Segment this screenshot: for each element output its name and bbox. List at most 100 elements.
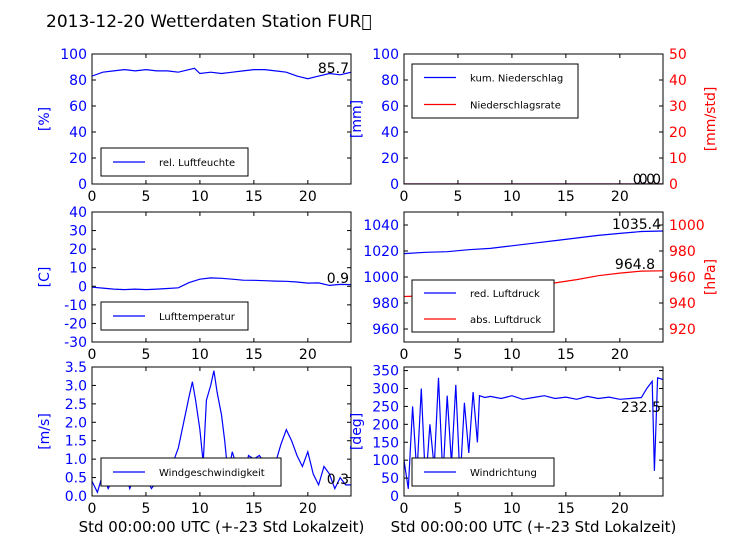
- last-value-annotation-2: 0.0: [633, 172, 655, 188]
- chart-winddir: 0 5 10 15 20050100150200250300350[deg]Windri…: [349, 364, 664, 517]
- x-tick-label: 5: [141, 189, 150, 205]
- y-tick-label: 20: [69, 242, 87, 258]
- y-axis-label: [deg]: [349, 413, 365, 450]
- y-tick-label: 50: [381, 471, 399, 487]
- series-line-windrichtung: [404, 376, 663, 489]
- legend-label: kum. Niederschlag: [470, 74, 563, 85]
- x-tick-label: 15: [557, 501, 575, 517]
- x-tick-label: 5: [453, 347, 462, 363]
- legend-label: Lufttemperatur: [159, 312, 236, 323]
- figure-title: 2013-12-20 Wetterdaten Station FUR : [46, 12, 372, 32]
- x-tick-label: 0: [88, 501, 97, 517]
- y-tick-label: 1.5: [65, 434, 87, 450]
- series-line-red-luftdruck: [404, 230, 663, 255]
- y2-tick-label: 940: [669, 296, 696, 312]
- x-tick-label: 20: [611, 501, 629, 517]
- y-tick-label: 20: [381, 151, 399, 167]
- legend-box: [411, 279, 555, 333]
- series-line-rel-luftfeuchte: [92, 67, 351, 80]
- y-tick-label: 3.5: [65, 360, 87, 376]
- axes-frame: [91, 211, 352, 343]
- x-tick-label: 10: [503, 501, 521, 517]
- x-tick-label: 5: [453, 501, 462, 517]
- y-tick-label: 250: [372, 399, 399, 415]
- axes-frame: [91, 366, 352, 497]
- y-tick-label: 80: [381, 73, 399, 89]
- y-tick-label: 40: [69, 125, 87, 141]
- y-tick-label: 960: [372, 322, 399, 338]
- chart-precip: 0 5 10 15 20 0 20 40 60 80 100 0 10 20 30 40 50 [mm] [mm/s…: [349, 47, 719, 205]
- x-tick-label: 20: [299, 347, 317, 363]
- y-tick-label: 40: [381, 125, 399, 141]
- y-tick-label: 80: [69, 73, 87, 89]
- x-tick-label: 0: [88, 189, 97, 205]
- legend-label: red. Luftdruck: [470, 289, 540, 300]
- x-tick-label: 15: [557, 347, 575, 363]
- y-tick-label: -20: [64, 316, 87, 332]
- last-value-annotation: 0.0: [639, 172, 661, 188]
- x-tick-label: 10: [503, 347, 521, 363]
- y-tick-label: 0: [78, 177, 87, 193]
- y-axis-label: [mm]: [349, 100, 365, 138]
- x-tick-label: 15: [245, 501, 263, 517]
- y2-tick-label: 920: [669, 322, 696, 338]
- last-value-annotation: 232.5: [621, 400, 661, 416]
- chart-windspeed: 0 5 10 15 20 0.0 0.5 1.0 1.5 2.0 2.5 3.0 3.5 [m/s] Win…: [37, 360, 352, 517]
- y-tick-label: 30: [69, 224, 87, 240]
- y2-axis-label: [mm/std]: [703, 87, 719, 152]
- y2-tick-label: 40: [669, 73, 687, 89]
- y-tick-label: 350: [372, 364, 399, 380]
- x-tick-label: 20: [299, 501, 317, 517]
- x-tick-label: 5: [453, 189, 462, 205]
- legend-label: Niederschlagsrate: [470, 101, 561, 112]
- legend-label: Windgeschwindigkeit: [159, 468, 265, 479]
- y-tick-label: 150: [372, 435, 399, 451]
- x-tick-label: 0: [400, 347, 409, 363]
- legend-label: abs. Luftdruck: [470, 315, 541, 326]
- y-tick-label: 0: [78, 279, 87, 295]
- axes-frame: [403, 366, 664, 497]
- y-tick-label: 300: [372, 382, 399, 398]
- y-tick-label: -10: [64, 298, 87, 314]
- y2-tick-label: 10: [669, 151, 687, 167]
- x-axis-label-left: Std 00:00:00 UTC (+-23 Std Lokalzeit): [79, 518, 365, 536]
- y-tick-label: 1000: [363, 270, 399, 286]
- y-tick-label: 60: [381, 99, 399, 115]
- y-tick-label: 2.5: [65, 397, 87, 413]
- series-line-lufttemperatur: [92, 277, 351, 291]
- y-tick-label: 20: [69, 151, 87, 167]
- y2-tick-label: 50: [669, 47, 687, 63]
- axes-frame: [91, 53, 352, 185]
- x-tick-label: 10: [191, 189, 209, 205]
- y-tick-label: 1020: [363, 244, 399, 260]
- y-axis-label: [m/s]: [37, 413, 53, 450]
- x-tick-label: 20: [611, 347, 629, 363]
- y2-tick-label: 960: [669, 270, 696, 286]
- y-tick-label: 100: [372, 453, 399, 469]
- x-tick-label: 15: [245, 347, 263, 363]
- y-tick-label: 100: [372, 47, 399, 63]
- y-tick-label: 0.0: [65, 489, 87, 505]
- x-tick-label: 20: [299, 189, 317, 205]
- last-value-annotation-2: 964.8: [615, 257, 655, 273]
- last-value-annotation: 0.9: [327, 271, 349, 287]
- chart-temperature: 0 5 10 15 20 -30 -20 -10 0 10 20 30 40 [C] Lufttempera…: [37, 205, 352, 363]
- y-tick-label: 0: [390, 489, 399, 505]
- x-tick-label: 15: [245, 189, 263, 205]
- y-tick-label: 10: [69, 261, 87, 277]
- y-tick-label: 1.0: [65, 452, 87, 468]
- x-tick-label: 5: [141, 347, 150, 363]
- x-tick-label: 5: [141, 501, 150, 517]
- y2-tick-label: 0: [669, 177, 678, 193]
- x-tick-label: 10: [191, 347, 209, 363]
- y-tick-label: 40: [69, 205, 87, 221]
- y2-tick-label: 30: [669, 99, 687, 115]
- y2-tick-label: 980: [669, 244, 696, 260]
- y2-tick-label: 20: [669, 125, 687, 141]
- y-tick-label: 2.0: [65, 415, 87, 431]
- last-value-annotation: 85.7: [318, 61, 349, 77]
- axes-frame: [403, 53, 664, 185]
- x-tick-label: 10: [191, 501, 209, 517]
- chart-pressure: 0 5 10 15 20 960 980 1000 1020 1040 920 940 960 980 10…: [363, 211, 719, 363]
